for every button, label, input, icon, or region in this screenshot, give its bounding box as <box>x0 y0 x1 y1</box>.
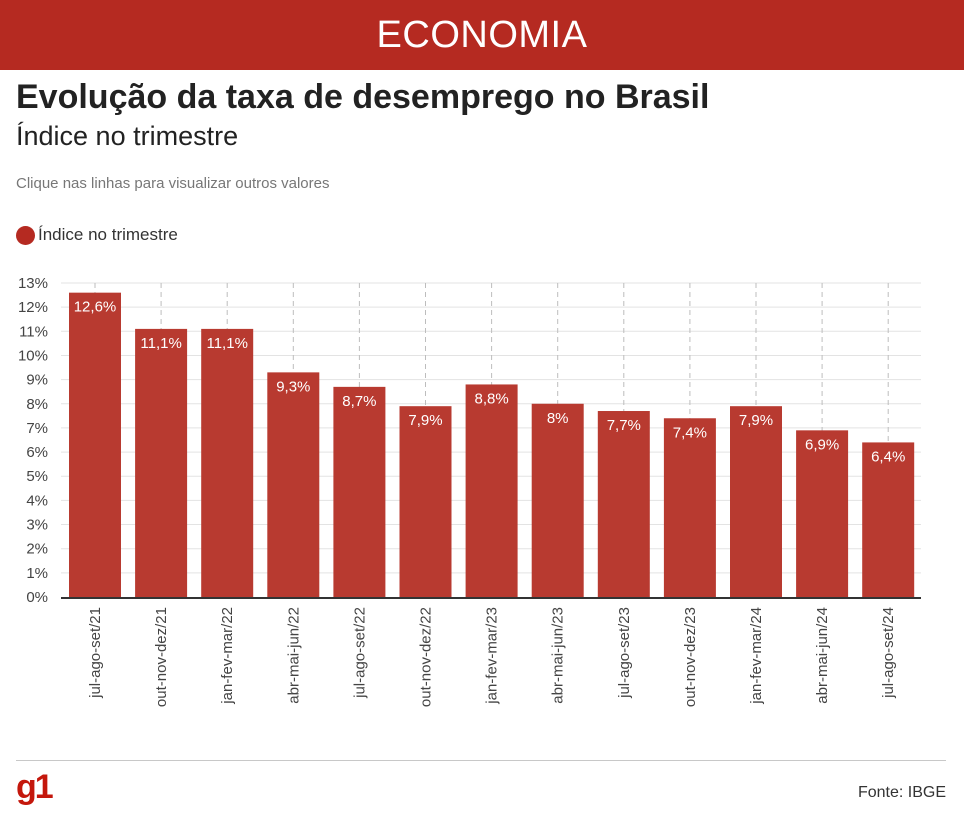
y-tick-label: 7% <box>26 420 48 437</box>
y-tick-label: 0% <box>26 589 48 606</box>
bar <box>465 384 518 597</box>
x-tick-label: jan-fev-mar/24 <box>748 607 765 705</box>
x-tick-label: abr-mai-jun/24 <box>814 607 831 704</box>
data-label: 8,8% <box>474 390 508 407</box>
legend-label: Índice no trimestre <box>38 225 178 244</box>
bar <box>399 406 452 597</box>
legend-dot-icon <box>16 225 35 245</box>
x-tick-label: jul-ago-set/21 <box>87 607 104 699</box>
x-axis-ticks: jul-ago-set/21 out-nov-dez/21 jan-fev-mar/… <box>87 607 897 707</box>
y-axis-ticks: 0% 1% 2% 3% 4% 5% 6% 7% 8% 9% 10% 11% 12% 13% <box>18 275 48 606</box>
x-tick-label: jan-fev-mar/23 <box>484 607 501 705</box>
legend-item[interactable]: Índice no trimestre <box>16 225 178 245</box>
x-tick-label: abr-mai-jun/22 <box>285 607 302 704</box>
y-tick-label: 6% <box>26 444 48 461</box>
y-tick-label: 2% <box>26 541 48 558</box>
data-labels: 12,6% 11,1% 11,1% 9,3% 8,7% 7,9% 8,8% 8% 7,7% 7,4… <box>74 299 906 466</box>
y-tick-label: 13% <box>18 275 48 292</box>
bar <box>862 442 915 597</box>
bar <box>730 406 782 597</box>
bar <box>333 386 386 597</box>
y-tick-label: 3% <box>26 517 48 534</box>
bar <box>531 403 584 597</box>
x-tick-label: out-nov-dez/21 <box>153 607 170 707</box>
chart-title: Evolução da taxa de desemprego no Brasil <box>16 78 710 116</box>
data-label: 12,6% <box>74 299 117 316</box>
bar <box>796 430 849 597</box>
bar <box>597 411 650 597</box>
data-label: 7,7% <box>607 417 641 434</box>
chart-hint: Clique nas linhas para visualizar outros… <box>16 175 330 192</box>
data-label: 11,1% <box>140 335 181 352</box>
x-tick-label: out-nov-dez/23 <box>682 607 699 707</box>
bar-chart: 0% 1% 2% 3% 4% 5% 6% 7% 8% 9% 10% 11% 12% 13% 12,6% 11… <box>18 275 921 707</box>
data-label: 8,7% <box>342 393 376 410</box>
bar <box>69 292 121 597</box>
data-label: 6,9% <box>805 436 839 453</box>
data-label: 7,9% <box>408 412 442 429</box>
x-tick-label: out-nov-dez/22 <box>418 607 435 707</box>
data-label: 11,1% <box>206 335 247 352</box>
data-label: 9,3% <box>276 378 310 395</box>
x-tick-label: abr-mai-jun/23 <box>550 607 567 704</box>
y-tick-label: 10% <box>18 347 48 364</box>
y-tick-label: 1% <box>26 565 48 582</box>
x-tick-label: jul-ago-set/24 <box>880 607 897 699</box>
y-tick-label: 12% <box>18 299 48 316</box>
chart-subtitle: Índice no trimestre <box>16 121 239 151</box>
footer-divider <box>16 760 946 761</box>
x-tick-label: jul-ago-set/22 <box>351 607 368 699</box>
section-label: ECONOMIA <box>376 13 588 56</box>
source-note: Fonte: IBGE <box>857 784 946 801</box>
bar <box>267 372 320 597</box>
y-tick-label: 5% <box>26 468 48 485</box>
x-tick-label: jul-ago-set/23 <box>616 607 633 699</box>
data-label: 8% <box>547 410 569 427</box>
y-tick-label: 4% <box>26 492 48 509</box>
section-banner: ECONOMIA <box>0 0 964 70</box>
data-label: 7,4% <box>673 424 707 441</box>
y-tick-label: 9% <box>26 372 48 389</box>
x-tick-label: jan-fev-mar/22 <box>219 607 236 705</box>
data-label: 7,9% <box>739 412 773 429</box>
y-tick-label: 8% <box>26 396 48 413</box>
g1-logo[interactable]: g1 <box>16 768 54 806</box>
bar <box>135 328 188 597</box>
bar <box>663 418 716 597</box>
bars <box>69 292 915 597</box>
data-label: 6,4% <box>871 448 905 465</box>
y-tick-label: 11% <box>19 323 48 340</box>
bar <box>201 328 254 597</box>
